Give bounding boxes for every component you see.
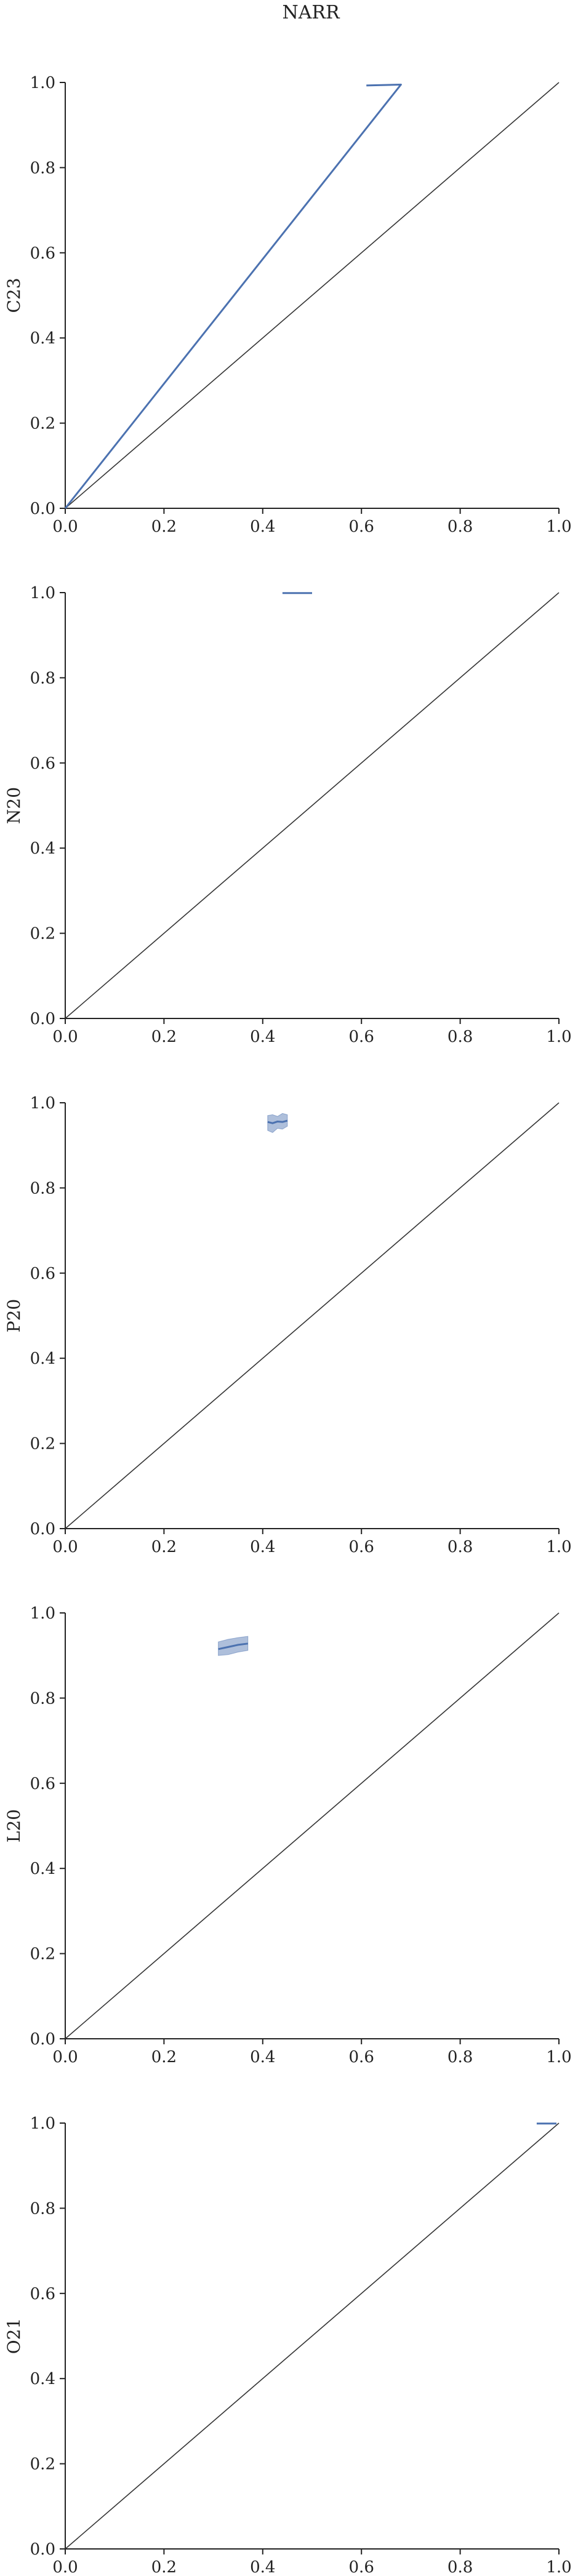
y-tick-label: 1.0 bbox=[30, 1604, 55, 1623]
reference-diagonal-line bbox=[65, 1102, 560, 1529]
reference-diagonal-line bbox=[65, 1612, 560, 2039]
panels: 0.0 0.2 0.4 0.6 0.8 1.00.00.20.40.60.81.0C230… bbox=[4, 74, 572, 2576]
y-tick-label: 0.0 bbox=[30, 1010, 55, 1028]
y-axis-label: O21 bbox=[4, 2318, 24, 2354]
x-tick-label: 0.6 bbox=[349, 2558, 374, 2576]
x-tick-label: 0.2 bbox=[151, 1538, 177, 1556]
x-tick-label: 0.0 bbox=[52, 2558, 78, 2576]
y-tick-label: 0.4 bbox=[30, 1860, 55, 1878]
x-tick-label: 0.8 bbox=[448, 2048, 473, 2066]
y-tick-label: 0.8 bbox=[30, 2199, 55, 2218]
y-tick-label: 0.2 bbox=[30, 415, 55, 433]
x-tick-label: 1.0 bbox=[546, 2048, 571, 2066]
x-tick-label: 0.4 bbox=[250, 2558, 275, 2576]
y-tick-label: 0.2 bbox=[30, 1435, 55, 1454]
x-tick-label: 0.2 bbox=[151, 518, 177, 536]
y-tick-label: 0.4 bbox=[30, 839, 55, 858]
x-tick-label: 1.0 bbox=[546, 1538, 571, 1556]
y-tick-label: 0.6 bbox=[30, 1775, 55, 1793]
y-tick-label: 1.0 bbox=[30, 2114, 55, 2133]
reference-diagonal-line bbox=[65, 82, 560, 509]
x-tick-label: 0.2 bbox=[151, 2558, 177, 2576]
series-line bbox=[218, 1642, 248, 1650]
y-tick-label: 0.4 bbox=[30, 329, 55, 348]
y-tick-label: 0.8 bbox=[30, 159, 55, 177]
x-tick-label: 0.4 bbox=[250, 1028, 275, 1046]
y-axis-label: C23 bbox=[4, 278, 24, 313]
x-tick-label: 0.2 bbox=[151, 1028, 177, 1046]
y-axis-label: L20 bbox=[4, 1809, 24, 1842]
y-tick-label: 1.0 bbox=[30, 74, 55, 92]
x-tick-label: 1.0 bbox=[546, 1028, 571, 1046]
x-tick-label: 0.6 bbox=[349, 2048, 374, 2066]
y-tick-label: 0.0 bbox=[30, 2540, 55, 2559]
x-tick-label: 0.6 bbox=[349, 518, 374, 536]
y-axis-label: P20 bbox=[4, 1299, 24, 1332]
reference-diagonal-line bbox=[65, 592, 560, 1019]
y-tick-label: 0.6 bbox=[30, 2285, 55, 2303]
panel-p20: 0.0 0.2 0.4 0.6 0.8 1.0 0.0 0.2 0.4 0.6 0.8 1.0 P20 bbox=[4, 1094, 572, 1556]
x-tick-label: 0.8 bbox=[448, 2558, 473, 2576]
x-tick-label: 0.4 bbox=[250, 518, 275, 536]
x-tick-label: 0.0 bbox=[52, 2048, 78, 2066]
x-tick-label: 0.8 bbox=[448, 518, 473, 536]
x-tick-label: 0.0 bbox=[52, 518, 78, 536]
panel-n20: 0.0 0.2 0.4 0.6 0.8 1.0 0.0 0.2 0.4 0.6 0.8 1.0 N20 bbox=[4, 584, 572, 1046]
x-tick-label: 0.4 bbox=[250, 1538, 275, 1556]
y-tick-label: 0.2 bbox=[30, 925, 55, 943]
y-tick-label: 0.2 bbox=[30, 1945, 55, 1964]
x-tick-label: 0.0 bbox=[52, 1028, 78, 1046]
y-tick-label: 0.0 bbox=[30, 1520, 55, 1538]
x-tick-label: 0.2 bbox=[151, 2048, 177, 2066]
series-line bbox=[64, 83, 402, 509]
x-tick-label: 0.8 bbox=[448, 1538, 473, 1556]
x-tick-label: 0.6 bbox=[349, 1538, 374, 1556]
figure-title: NARR bbox=[282, 2, 340, 23]
y-tick-label: 0.8 bbox=[30, 1179, 55, 1198]
confidence-band bbox=[267, 1113, 288, 1134]
y-tick-label: 0.6 bbox=[30, 1265, 55, 1283]
x-tick-label: 1.0 bbox=[546, 2558, 571, 2576]
x-tick-label: 0.0 bbox=[52, 1538, 78, 1556]
series-line bbox=[267, 1119, 288, 1124]
y-tick-label: 0.4 bbox=[30, 1350, 55, 1368]
y-axis-label: N20 bbox=[4, 787, 24, 824]
y-tick-label: 0.8 bbox=[30, 669, 55, 687]
reference-diagonal-line bbox=[65, 2122, 560, 2550]
panel-c23: 0.0 0.2 0.4 0.6 0.8 1.0 0.0 0.2 0.4 0.6 0.8 1.0 C23 bbox=[4, 74, 572, 536]
x-tick-label: 0.8 bbox=[448, 1028, 473, 1046]
y-tick-label: 0.4 bbox=[30, 2370, 55, 2388]
panel-l20: 0.0 0.2 0.4 0.6 0.8 1.0 0.0 0.2 0.4 0.6 0.8 1.0 L20 bbox=[4, 1604, 572, 2066]
x-tick-label: 1.0 bbox=[546, 518, 571, 536]
y-tick-label: 0.0 bbox=[30, 500, 55, 518]
y-tick-label: 1.0 bbox=[30, 584, 55, 602]
panel-o21: 0.0 0.2 0.4 0.6 0.8 1.0 0.0 0.2 0.4 0.6 0.8 1.0 O21 bbox=[4, 2114, 572, 2576]
y-tick-label: 0.6 bbox=[30, 244, 55, 263]
x-tick-label: 0.6 bbox=[349, 1028, 374, 1046]
y-tick-label: 0.8 bbox=[30, 1689, 55, 1708]
y-tick-label: 0.6 bbox=[30, 754, 55, 773]
y-tick-label: 0.2 bbox=[30, 2455, 55, 2474]
y-tick-label: 1.0 bbox=[30, 1094, 55, 1113]
x-tick-label: 0.4 bbox=[250, 2048, 275, 2066]
y-tick-label: 0.0 bbox=[30, 2030, 55, 2049]
